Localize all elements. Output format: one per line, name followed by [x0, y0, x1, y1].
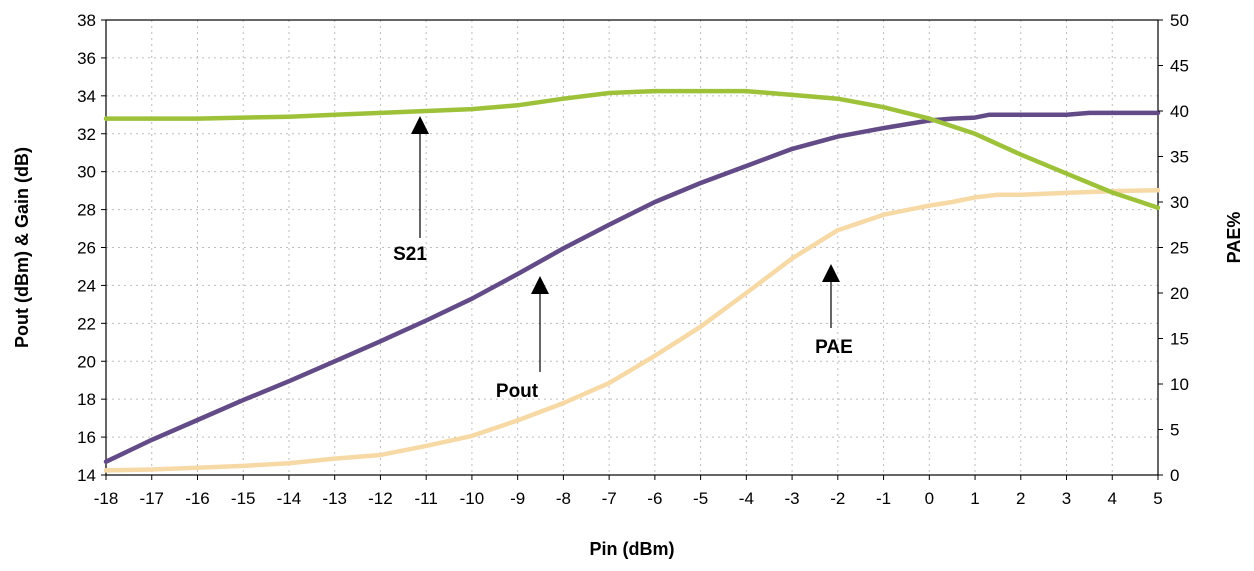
- y2-tick-label: 35: [1170, 148, 1189, 167]
- x-tick-label: -5: [693, 489, 708, 508]
- y2-tick-label: 0: [1170, 466, 1179, 485]
- annotation-pout: Pout: [496, 381, 539, 402]
- series-line-s21: [103, 88, 1161, 210]
- x-tick-label: -16: [185, 489, 210, 508]
- grid: [106, 20, 1158, 475]
- x-tick-label: -11: [415, 489, 438, 508]
- x-tick-label: 2: [1016, 489, 1025, 508]
- x-tick-label: -7: [602, 489, 617, 508]
- y-tick-label: 36: [77, 49, 96, 68]
- x-tick-label: -17: [139, 489, 164, 508]
- x-tick-label: -13: [322, 489, 347, 508]
- y-tick-label: 28: [77, 201, 96, 220]
- series-line-pout: [103, 110, 1161, 464]
- y-tick-label: 24: [77, 276, 96, 295]
- x-tick-label: 5: [1153, 489, 1162, 508]
- y-tick-label: 18: [77, 390, 96, 409]
- annotation-pae: PAE: [815, 337, 853, 358]
- y2-tick-label: 25: [1170, 239, 1189, 258]
- x-tick-label: -9: [510, 489, 525, 508]
- y-tick-label: 30: [77, 163, 96, 182]
- y-tick-label: 14: [77, 466, 96, 485]
- y2-tick-label: 20: [1170, 284, 1189, 303]
- x-tick-label: -6: [647, 489, 662, 508]
- y-tick-label: 22: [77, 314, 96, 333]
- y2-tick-label: 10: [1170, 375, 1189, 394]
- tick-labels: -18 -17 -16 -15 -14 -13 -12 -11 -10 -9 -8 -7 -6 -5 -4-…: [77, 11, 1189, 508]
- y-tick-label: 26: [77, 239, 96, 258]
- x-tick-label: -8: [556, 489, 571, 508]
- x-tick-label: 1: [970, 489, 979, 508]
- x-tick-label: 0: [925, 489, 934, 508]
- x-tick-label: -18: [94, 489, 119, 508]
- annotation-arrowhead: [822, 264, 840, 282]
- x-tick-label: -10: [460, 489, 485, 508]
- annotation-arrowhead: [531, 276, 549, 294]
- y2-tick-label: 5: [1170, 421, 1179, 440]
- y2-axis-title: PAE%: [1224, 212, 1244, 264]
- y-tick-label: 32: [77, 125, 96, 144]
- x-tick-label: 4: [1108, 489, 1117, 508]
- x-tick-label: -4: [739, 489, 754, 508]
- y2-tick-label: 15: [1170, 330, 1189, 349]
- x-tick-label: -2: [830, 489, 845, 508]
- y2-tick-label: 30: [1170, 193, 1189, 212]
- x-tick-label: -14: [277, 489, 302, 508]
- y-tick-label: 38: [77, 11, 96, 30]
- x-tick-label: 3: [1062, 489, 1071, 508]
- y-tick-label: 34: [77, 87, 96, 106]
- series-layer: [103, 88, 1161, 473]
- x-tick-label: -15: [231, 489, 256, 508]
- x-axis-title: Pin (dBm): [590, 539, 675, 559]
- y-tick-label: 20: [77, 352, 96, 371]
- y2-tick-label: 40: [1170, 102, 1189, 121]
- annotations: S21 Pout PAE: [393, 116, 853, 402]
- y2-tick-label: 50: [1170, 11, 1189, 30]
- x-tick-label: -12: [368, 489, 393, 508]
- x-tick-label: -1: [876, 489, 891, 508]
- y-tick-label: 16: [77, 428, 96, 447]
- series-line-pae: [103, 187, 1161, 473]
- annotation-arrowhead: [411, 116, 429, 134]
- y-axis-title: Pout (dBm) & Gain (dB): [12, 147, 32, 348]
- y2-tick-label: 45: [1170, 57, 1189, 76]
- x-tick-label: -3: [785, 489, 800, 508]
- annotation-s21: S21: [393, 244, 427, 265]
